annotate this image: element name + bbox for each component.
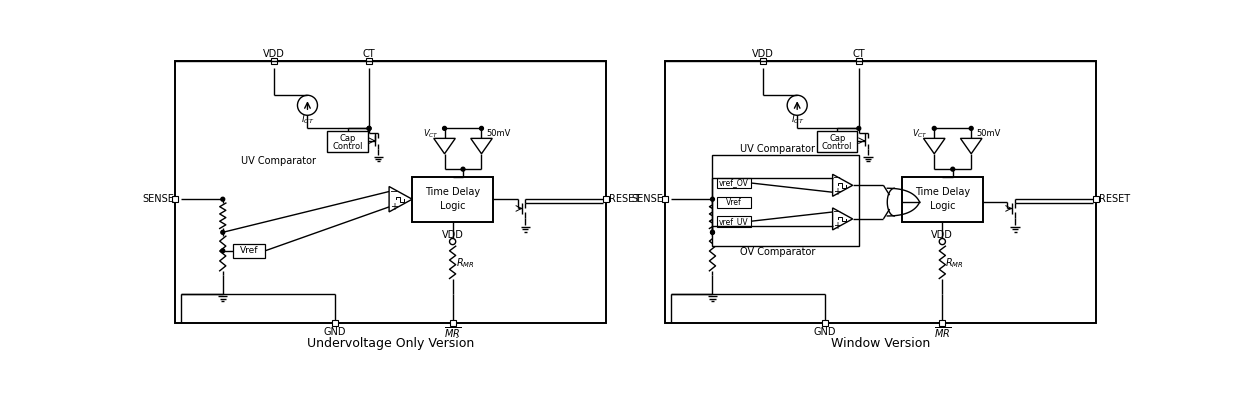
Text: $\overline{MR}$: $\overline{MR}$	[934, 325, 952, 340]
Text: Time Delay: Time Delay	[424, 187, 481, 197]
Text: CT: CT	[363, 49, 376, 59]
Text: SENSE: SENSE	[632, 194, 664, 204]
Text: GND: GND	[814, 327, 836, 337]
Bar	[717, 177, 751, 188]
Text: UV Comparator: UV Comparator	[740, 144, 815, 154]
Circle shape	[480, 126, 483, 130]
Bar	[821, 320, 828, 326]
Bar	[665, 61, 1096, 323]
Text: +: +	[391, 202, 398, 212]
Text: 50mV: 50mV	[977, 129, 1000, 138]
Text: Cap: Cap	[829, 134, 845, 143]
Text: Window Version: Window Version	[831, 337, 930, 350]
Text: VDD: VDD	[931, 230, 953, 240]
Text: Time Delay: Time Delay	[915, 187, 970, 197]
Text: $V_{CT}$: $V_{CT}$	[423, 128, 438, 140]
Text: +: +	[834, 221, 841, 231]
Text: Vref: Vref	[239, 246, 258, 255]
Text: $V_{CT}$: $V_{CT}$	[913, 128, 928, 140]
Text: VDD: VDD	[752, 49, 774, 59]
Text: Control: Control	[332, 142, 363, 150]
Text: Control: Control	[823, 142, 853, 150]
Text: $\overline{MR}$: $\overline{MR}$	[444, 325, 461, 340]
Bar	[661, 196, 667, 202]
Text: OV Comparator: OV Comparator	[740, 248, 815, 257]
Circle shape	[969, 126, 973, 130]
Bar	[939, 320, 945, 326]
Bar	[175, 61, 606, 323]
Bar	[603, 196, 610, 202]
Circle shape	[220, 197, 224, 201]
Circle shape	[711, 230, 715, 234]
Text: −: −	[833, 173, 841, 183]
Bar	[412, 177, 493, 221]
Bar	[901, 177, 983, 221]
Text: VDD: VDD	[442, 230, 463, 240]
Text: Cap: Cap	[339, 134, 356, 143]
Text: 50mV: 50mV	[486, 129, 511, 138]
Text: GND: GND	[324, 327, 347, 337]
Bar	[172, 196, 178, 202]
Bar	[717, 216, 751, 227]
Text: Vref: Vref	[726, 198, 742, 207]
Text: VDD: VDD	[263, 49, 284, 59]
Bar	[855, 58, 861, 65]
Text: vref_UV: vref_UV	[719, 217, 749, 226]
Circle shape	[367, 126, 371, 130]
Circle shape	[220, 249, 224, 253]
Bar	[270, 58, 277, 65]
Circle shape	[461, 167, 464, 171]
Text: RESET: RESET	[1099, 194, 1131, 204]
Circle shape	[711, 230, 715, 234]
Bar	[328, 131, 368, 152]
Text: $I_{CT}$: $I_{CT}$	[790, 114, 804, 126]
Text: UV Comparator: UV Comparator	[242, 156, 317, 166]
Bar	[1093, 196, 1099, 202]
Circle shape	[856, 126, 860, 130]
Bar	[760, 58, 766, 65]
Bar	[712, 155, 859, 246]
Bar	[449, 320, 456, 326]
Bar	[818, 131, 858, 152]
Text: Logic: Logic	[929, 201, 955, 211]
Text: −: −	[833, 207, 841, 217]
Bar	[717, 197, 751, 208]
Bar	[332, 320, 338, 326]
Text: Undervoltage Only Version: Undervoltage Only Version	[307, 337, 475, 350]
Circle shape	[367, 126, 371, 130]
Text: CT: CT	[853, 49, 865, 59]
Text: $R_{MR}$: $R_{MR}$	[945, 256, 964, 270]
Circle shape	[711, 197, 715, 201]
Circle shape	[933, 126, 936, 130]
Text: +: +	[834, 187, 841, 197]
Text: SENSE: SENSE	[143, 194, 174, 204]
Text: −: −	[391, 187, 398, 196]
Circle shape	[220, 230, 224, 234]
Bar	[233, 244, 265, 258]
Text: $I_{CT}$: $I_{CT}$	[300, 114, 314, 126]
Text: vref_OV: vref_OV	[719, 179, 749, 187]
Circle shape	[950, 167, 955, 171]
Circle shape	[443, 126, 447, 130]
Text: Logic: Logic	[439, 201, 466, 211]
Text: RESET: RESET	[610, 194, 640, 204]
Bar	[366, 58, 372, 65]
Text: $R_{MR}$: $R_{MR}$	[456, 256, 475, 270]
